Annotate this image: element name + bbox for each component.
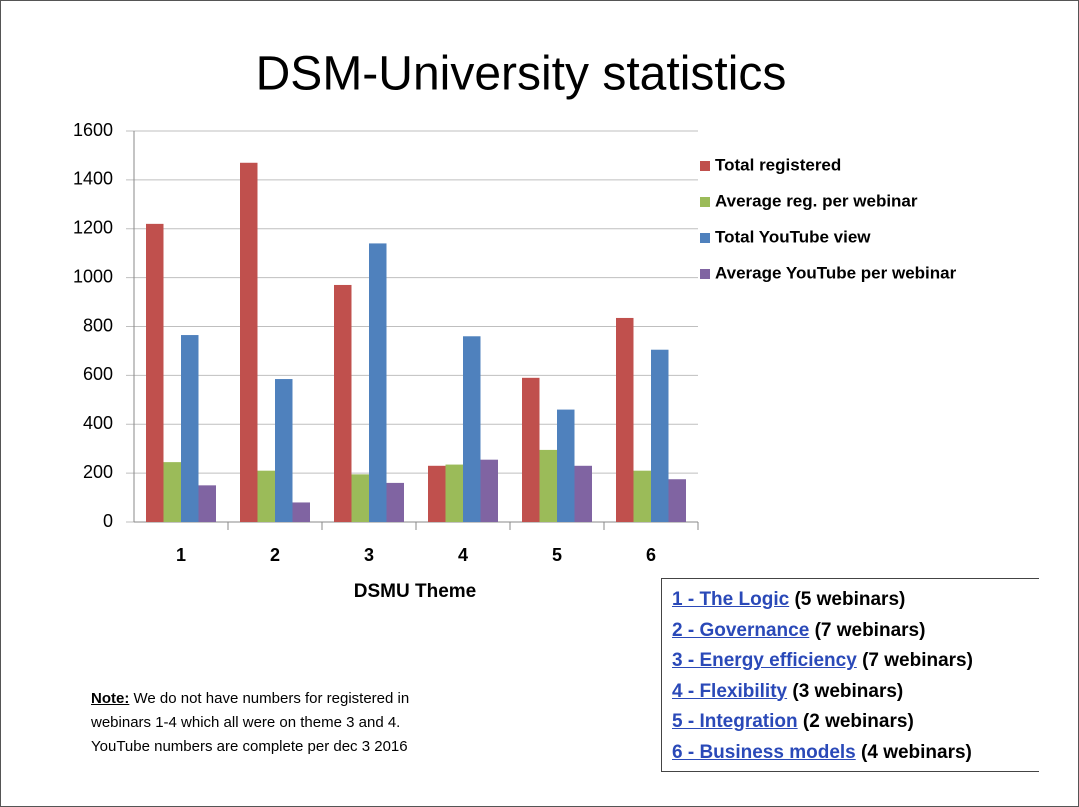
note-label: Note: <box>91 690 130 707</box>
note-line: Note: We do not have numbers for registe… <box>91 687 409 711</box>
note-line: YouTube numbers are complete per dec 3 2… <box>91 735 409 759</box>
bar <box>539 449 557 522</box>
bar <box>633 470 651 522</box>
legend-swatch <box>700 233 710 243</box>
x-tick-label: 2 <box>270 545 280 565</box>
bar <box>257 470 275 522</box>
theme-link[interactable]: 1 - The Logic <box>672 589 790 610</box>
bar <box>428 465 446 522</box>
theme-item: 4 - Flexibility (3 webinars) <box>672 677 1029 708</box>
legend-swatch <box>700 197 710 207</box>
theme-link[interactable]: 6 - Business models <box>672 741 856 763</box>
bar <box>292 502 310 522</box>
theme-item: 3 - Energy efficiency (7 webinars) <box>672 646 1029 677</box>
bar <box>651 349 669 522</box>
bar <box>334 284 352 522</box>
y-tick-label: 1200 <box>73 218 113 238</box>
bar <box>445 464 463 522</box>
legend-swatch <box>700 269 710 279</box>
theme-count: (2 webinars) <box>802 711 914 732</box>
x-axis-label: DSMU Theme <box>354 581 476 602</box>
y-tick-label: 400 <box>83 413 113 433</box>
bar <box>574 465 592 522</box>
theme-count: (4 webinars) <box>861 741 972 763</box>
bar <box>480 459 498 522</box>
bar <box>668 479 686 522</box>
note-text: webinars 1-4 which all were on theme 3 a… <box>91 714 401 731</box>
x-tick-label: 3 <box>364 545 374 565</box>
theme-item: 6 - Business models (4 webinars) <box>672 738 1029 769</box>
note-line: webinars 1-4 which all were on theme 3 a… <box>91 711 409 735</box>
legend-label: Total registered <box>715 155 841 174</box>
theme-list: 1 - The Logic (5 webinars) 2 - Governance… <box>661 578 1039 772</box>
bar <box>198 485 216 522</box>
x-tick-label: 5 <box>552 545 562 565</box>
y-tick-label: 200 <box>83 462 113 482</box>
chart-title: DSM-University statistics <box>256 48 787 101</box>
legend-swatch <box>700 161 710 171</box>
x-tick-label: 4 <box>458 545 468 565</box>
note: Note: We do not have numbers for registe… <box>91 687 409 759</box>
theme-item: 1 - The Logic (5 webinars) <box>672 585 1029 616</box>
bar <box>181 335 199 522</box>
theme-item: 5 - Integration (2 webinars) <box>672 707 1029 738</box>
y-tick-label: 600 <box>83 364 113 384</box>
theme-link[interactable]: 2 - Governance <box>672 619 810 641</box>
legend-label: Total YouTube view <box>715 227 871 246</box>
legend-label: Average reg. per webinar <box>715 191 918 210</box>
bar <box>240 162 258 523</box>
bar <box>616 317 634 522</box>
x-tick-label: 1 <box>176 545 186 565</box>
bar <box>275 379 293 522</box>
bar <box>369 243 387 522</box>
x-tick-label: 6 <box>646 545 656 565</box>
note-text: YouTube numbers are complete per dec 3 2… <box>91 738 408 755</box>
bar <box>146 223 164 523</box>
bar <box>557 409 575 522</box>
theme-count: (7 webinars) <box>814 619 926 641</box>
y-tick-label: 1400 <box>73 169 113 189</box>
theme-count: (7 webinars) <box>862 650 973 671</box>
bar <box>351 474 369 522</box>
theme-item: 2 - Governance (7 webinars) <box>672 616 1029 647</box>
note-text: We do not have numbers for registered in <box>129 690 410 707</box>
bar <box>463 336 481 522</box>
y-tick-label: 1000 <box>73 266 113 286</box>
legend-label: Average YouTube per webinar <box>715 263 957 282</box>
theme-link[interactable]: 3 - Energy efficiency <box>672 650 857 671</box>
bar <box>163 462 181 522</box>
theme-link[interactable]: 4 - Flexibility <box>672 680 788 702</box>
y-tick-label: 800 <box>83 315 113 335</box>
theme-link[interactable]: 5 - Integration <box>672 711 798 732</box>
theme-count: (3 webinars) <box>792 680 904 702</box>
bar <box>522 377 540 522</box>
bar <box>386 482 404 522</box>
theme-count: (5 webinars) <box>794 589 906 610</box>
y-tick-label: 1600 <box>73 120 113 140</box>
y-tick-label: 0 <box>103 511 113 531</box>
